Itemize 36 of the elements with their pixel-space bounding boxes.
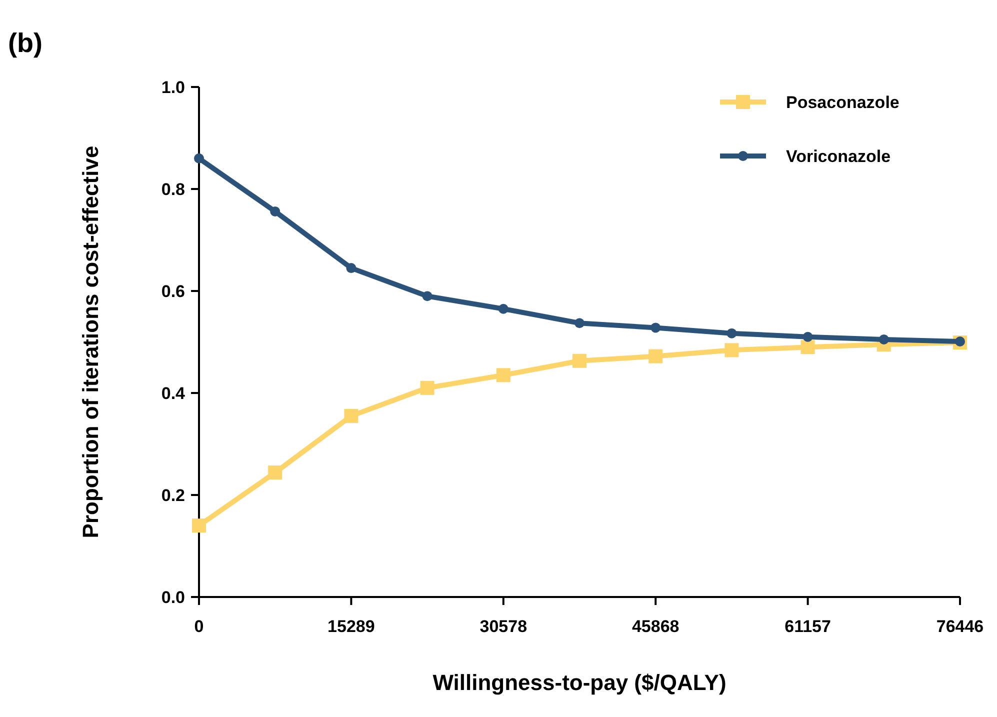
- x-tick-label: 76446: [936, 617, 984, 636]
- point: [498, 304, 508, 314]
- point: [724, 343, 739, 358]
- point: [420, 380, 434, 395]
- point: [878, 334, 889, 344]
- point: [270, 206, 280, 216]
- point: [574, 318, 584, 328]
- y-tick-label: 0.0: [161, 588, 185, 607]
- y-axis-title: Proportion of iterations cost-effective: [78, 146, 103, 538]
- text: (b): [8, 28, 42, 58]
- point: [344, 408, 358, 423]
- point: [194, 153, 204, 164]
- point: [496, 368, 510, 382]
- x-axis-title: Willingness-to-pay ($/QALY): [432, 670, 726, 695]
- point: [422, 291, 432, 302]
- point: [800, 340, 815, 354]
- y-tick-label: 0.4: [161, 384, 186, 403]
- point: [650, 322, 661, 333]
- point: [268, 466, 282, 480]
- y-tick-label: 0.6: [161, 282, 185, 301]
- x-tick-label: 45868: [632, 617, 680, 636]
- y-tick-label: 0.8: [161, 180, 185, 199]
- point: [346, 263, 356, 274]
- point: [802, 332, 813, 342]
- y-tick-label: 0.2: [161, 486, 185, 505]
- x-tick-label: 30578: [480, 617, 528, 636]
- point: [572, 354, 586, 368]
- x-tick-label: 61157: [784, 617, 831, 636]
- x-tick-label: 0: [194, 617, 204, 636]
- x-tick-label: 15289: [328, 617, 375, 636]
- point: [192, 518, 206, 533]
- point: [648, 349, 663, 364]
- legend-label: Posaconazole: [786, 93, 900, 112]
- legend-label: Voriconazole: [786, 147, 891, 166]
- y-tick-label: 1.0: [161, 78, 185, 97]
- point: [726, 328, 737, 338]
